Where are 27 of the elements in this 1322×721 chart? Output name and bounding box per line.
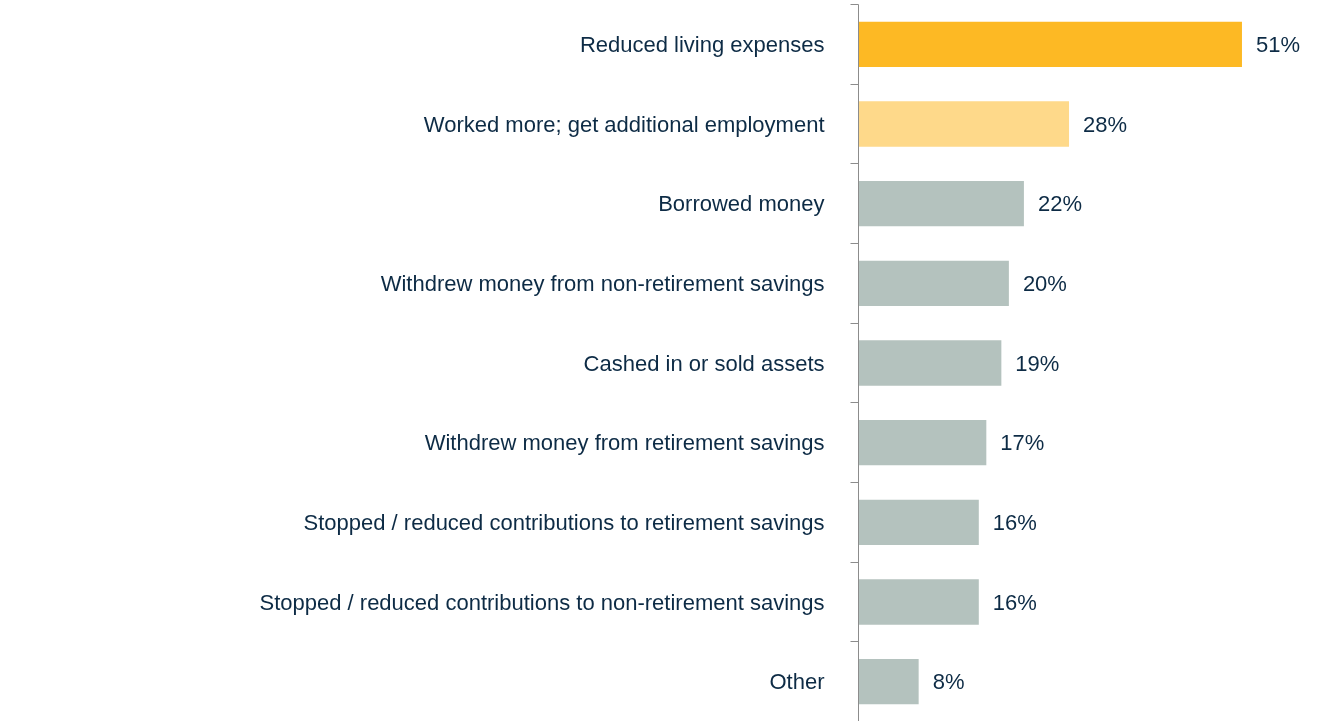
bar — [858, 499, 979, 546]
data-label: 8% — [932, 669, 965, 695]
bar — [858, 101, 1070, 147]
y-tick-label: Withdrew money from non-retirement savings — [380, 270, 825, 296]
data-label: 16% — [992, 509, 1037, 535]
bar — [858, 579, 979, 625]
data-label: 19% — [1015, 350, 1060, 376]
y-tick-label: Reduced living expenses — [579, 31, 825, 57]
y-tick-label: Cashed in or sold assets — [583, 350, 825, 376]
data-label: 22% — [1037, 191, 1082, 217]
data-label: 51% — [1255, 31, 1301, 57]
bar — [858, 419, 987, 466]
bar — [858, 340, 1002, 386]
y-tick-label: Stopped / reduced contributions to non-retirement savings — [259, 589, 825, 615]
y-tick-label: Worked more; get additional employment — [423, 111, 825, 137]
data-label: 28% — [1083, 111, 1128, 137]
bar — [858, 658, 919, 705]
y-tick-label: Withdrew money from retirement savings — [424, 430, 825, 456]
data-label: 16% — [992, 589, 1037, 615]
y-tick-label: Borrowed money — [658, 191, 825, 217]
y-tick-label: Other — [769, 669, 825, 695]
bar — [858, 260, 1009, 307]
y-tick-label: Stopped / reduced contributions to retirement savings — [303, 509, 825, 535]
data-label: 17% — [1000, 430, 1045, 456]
bar — [858, 180, 1024, 227]
bar — [858, 21, 1242, 68]
data-label: 20% — [1022, 270, 1067, 296]
